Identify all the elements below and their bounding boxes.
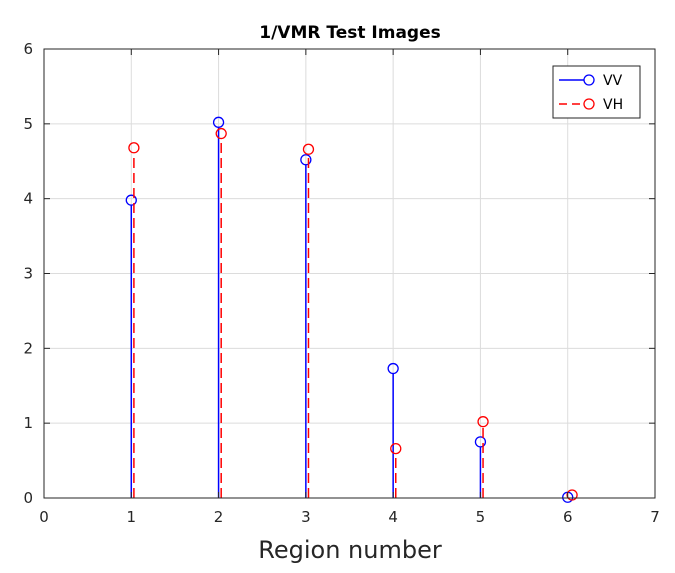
y-tick-label: 0 [23, 489, 33, 507]
y-tick-label: 1 [23, 414, 33, 432]
stem-marker-vv [387, 362, 399, 375]
stem-marker-vv [125, 194, 137, 206]
legend-marker-vv [583, 74, 595, 86]
stem-marker-vv [474, 436, 487, 448]
tick-labels: 0 1 2 3 4 5 6 7 0 1 2 3 4 5 6 [23, 40, 659, 526]
y-tick-label: 2 [23, 339, 33, 357]
x-axis-label: Region number [258, 536, 442, 564]
stem-marker-vv [212, 116, 225, 128]
y-tick-label: 6 [23, 40, 33, 58]
legend: VV VH [552, 65, 641, 119]
stem-marker-vh [302, 143, 315, 155]
stem-marker-vh [215, 127, 227, 140]
series-vv [125, 116, 574, 503]
stem-marker-vh [128, 142, 140, 154]
x-tick-label: 3 [301, 508, 311, 526]
y-tick-label: 5 [23, 115, 33, 133]
y-tick-label: 4 [23, 190, 33, 208]
series-vh [128, 127, 578, 501]
x-tick-label: 5 [476, 508, 486, 526]
legend-marker-vh [583, 98, 595, 110]
y-tick-label: 3 [23, 265, 33, 283]
stems [125, 116, 578, 503]
legend-label-vv: VV [603, 73, 623, 89]
stem-marker-vh [477, 416, 489, 428]
stem-marker-vv [300, 154, 312, 166]
stem-marker-vh [566, 489, 578, 501]
x-tick-label: 2 [214, 508, 224, 526]
legend-label-vh: VH [603, 97, 623, 113]
stem-marker-vh [390, 442, 402, 455]
ticks [43, 48, 656, 499]
x-tick-label: 1 [127, 508, 137, 526]
x-tick-label: 4 [388, 508, 398, 526]
grid-lines [43, 48, 656, 499]
x-tick-label: 6 [563, 508, 573, 526]
chart-title: 1/VMR Test Images [259, 23, 440, 43]
x-tick-label: 7 [650, 508, 660, 526]
legend-box [552, 65, 641, 119]
x-tick-label: 0 [39, 508, 49, 526]
